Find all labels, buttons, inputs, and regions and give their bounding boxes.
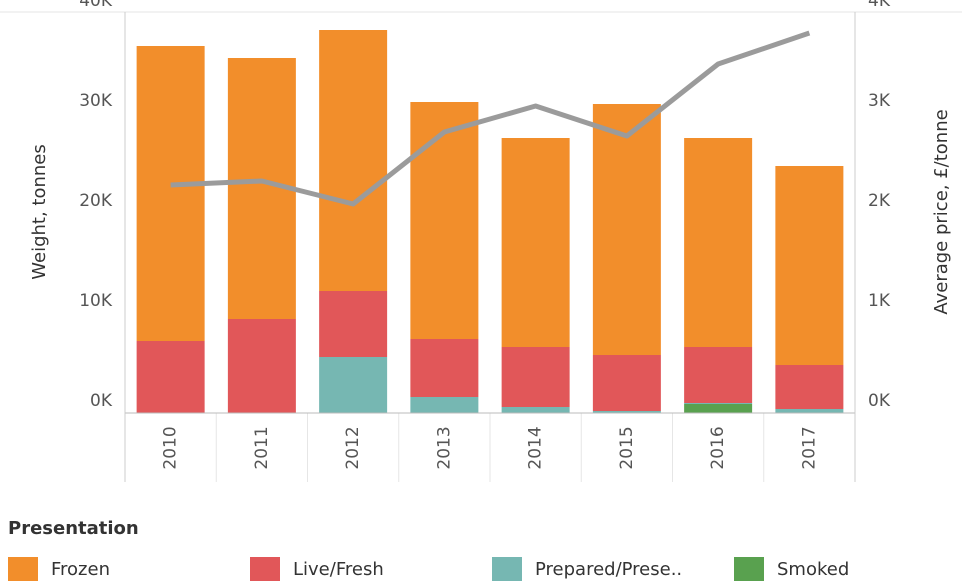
x-tick-label: 2011 (252, 426, 272, 469)
x-tick-label: 2014 (526, 426, 546, 469)
x-tick-label: 2012 (343, 426, 363, 469)
bar-segment (684, 403, 753, 404)
bar-segment (592, 104, 661, 355)
bar-segment (775, 166, 844, 365)
y2ticks-label: 3K (868, 91, 891, 111)
bar-segment (684, 347, 753, 403)
legend-swatch (8, 557, 38, 581)
legend-text: Smoked (777, 559, 849, 580)
bar-segment (410, 102, 479, 339)
bar-segment (319, 291, 388, 357)
bar-segment (684, 138, 753, 347)
x-tick-label: 2010 (161, 426, 181, 469)
legend-swatch (734, 557, 764, 581)
bar-segment (136, 46, 205, 341)
bar-segment (775, 365, 844, 409)
yticks-label: 40K (79, 0, 113, 11)
legend-text: Frozen (51, 559, 110, 580)
bar-segment (592, 355, 661, 411)
y2-axis-title: Average price, £/tonne (931, 109, 952, 314)
yticks-label: 20K (79, 191, 113, 211)
yticks-label: 0K (90, 391, 113, 411)
legend-swatch (492, 557, 522, 581)
y2ticks-label: 0K (868, 391, 891, 411)
y2ticks-label: 1K (868, 291, 891, 311)
x-tick-label: 2017 (799, 426, 819, 469)
bar-segment (775, 409, 844, 413)
bar-segment (319, 30, 388, 291)
y2ticks-label: 2K (868, 191, 891, 211)
bar-segment (410, 397, 479, 413)
yticks-label: 30K (79, 91, 113, 111)
bar-segment (501, 347, 570, 407)
legend-text: Live/Fresh (293, 559, 384, 580)
legend-text: Prepared/Prese.. (535, 559, 682, 580)
bar-segment (136, 341, 205, 413)
x-tick-label: 2015 (617, 426, 637, 469)
legend-swatch (250, 557, 280, 581)
bar-segment (592, 411, 661, 413)
bar-segment (501, 138, 570, 347)
bar-segment (319, 357, 388, 413)
x-tick-label: 2016 (708, 426, 728, 469)
yticks-label: 10K (79, 291, 113, 311)
bar-segment (501, 407, 570, 413)
bar-segment (684, 404, 753, 413)
bar-segment (227, 319, 296, 413)
bar-segment (410, 339, 479, 397)
y2ticks-label: 4K (868, 0, 891, 11)
y-axis-title: Weight, tonnes (29, 144, 50, 280)
legend-title: Presentation (8, 518, 139, 539)
x-tick-label: 2013 (434, 426, 454, 469)
price-line (170, 30, 811, 207)
